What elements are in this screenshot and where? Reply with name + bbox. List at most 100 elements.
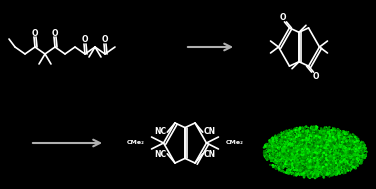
Point [353,163,359,166]
Point [312,139,318,142]
Point [274,154,280,157]
Point [347,159,353,162]
Point [352,155,358,158]
Point [331,153,337,156]
Point [296,133,302,136]
Point [324,173,330,176]
Point [297,149,303,152]
Point [321,153,327,156]
Point [316,158,322,161]
Point [312,135,318,138]
Point [324,154,331,157]
Point [345,153,351,156]
Point [345,138,351,141]
Point [311,146,317,149]
Point [330,148,336,151]
Point [296,129,302,132]
Point [276,144,282,147]
Point [326,128,332,131]
Point [322,141,328,144]
Point [357,155,363,158]
Point [288,140,294,143]
Point [291,156,297,159]
Point [299,155,305,158]
Point [359,159,365,162]
Point [277,143,283,146]
Point [314,138,320,141]
Point [297,134,303,137]
Point [345,162,351,165]
Point [321,162,327,165]
Point [280,156,286,159]
Point [349,161,355,164]
Point [283,144,289,147]
Point [299,151,305,154]
Point [332,152,338,155]
Point [270,148,276,151]
Point [304,150,310,153]
Point [323,164,329,167]
Point [313,142,319,145]
Point [299,131,305,134]
Point [317,155,323,158]
Point [340,152,346,155]
Point [324,155,330,158]
Point [343,157,349,160]
Point [332,140,338,143]
Point [292,150,298,153]
Point [322,137,328,140]
Point [304,149,310,153]
Point [321,131,327,134]
Point [294,146,300,149]
Point [309,175,315,178]
Point [300,147,306,150]
Point [306,168,312,171]
Point [324,146,330,149]
Point [271,164,277,167]
Point [320,156,326,159]
Point [345,148,351,151]
Point [351,153,357,156]
Point [284,139,290,142]
Point [314,138,320,141]
Point [324,130,330,133]
Point [289,141,295,144]
Point [325,145,331,148]
Text: NC: NC [154,150,166,159]
Point [303,153,309,156]
Point [285,158,291,161]
Point [267,152,273,155]
Point [339,170,345,173]
Point [301,153,307,156]
Point [303,152,309,155]
Point [334,135,340,138]
Point [296,138,302,141]
Point [305,157,311,160]
Point [306,148,312,151]
Point [344,160,350,163]
Point [293,136,299,139]
Point [315,151,321,154]
Point [346,155,352,158]
Point [282,158,288,161]
Point [325,158,331,161]
Point [302,129,308,132]
Point [280,159,287,162]
Point [327,151,333,154]
Point [324,156,330,159]
Point [333,155,339,158]
Point [297,157,303,160]
Point [274,147,280,150]
Point [265,148,271,151]
Point [296,153,302,156]
Point [342,170,348,173]
Point [330,162,336,165]
Point [301,157,307,160]
Point [315,145,321,148]
Point [341,161,347,164]
Point [320,152,326,155]
Point [315,142,321,145]
Point [329,171,335,174]
Point [318,156,324,159]
Point [322,155,328,158]
